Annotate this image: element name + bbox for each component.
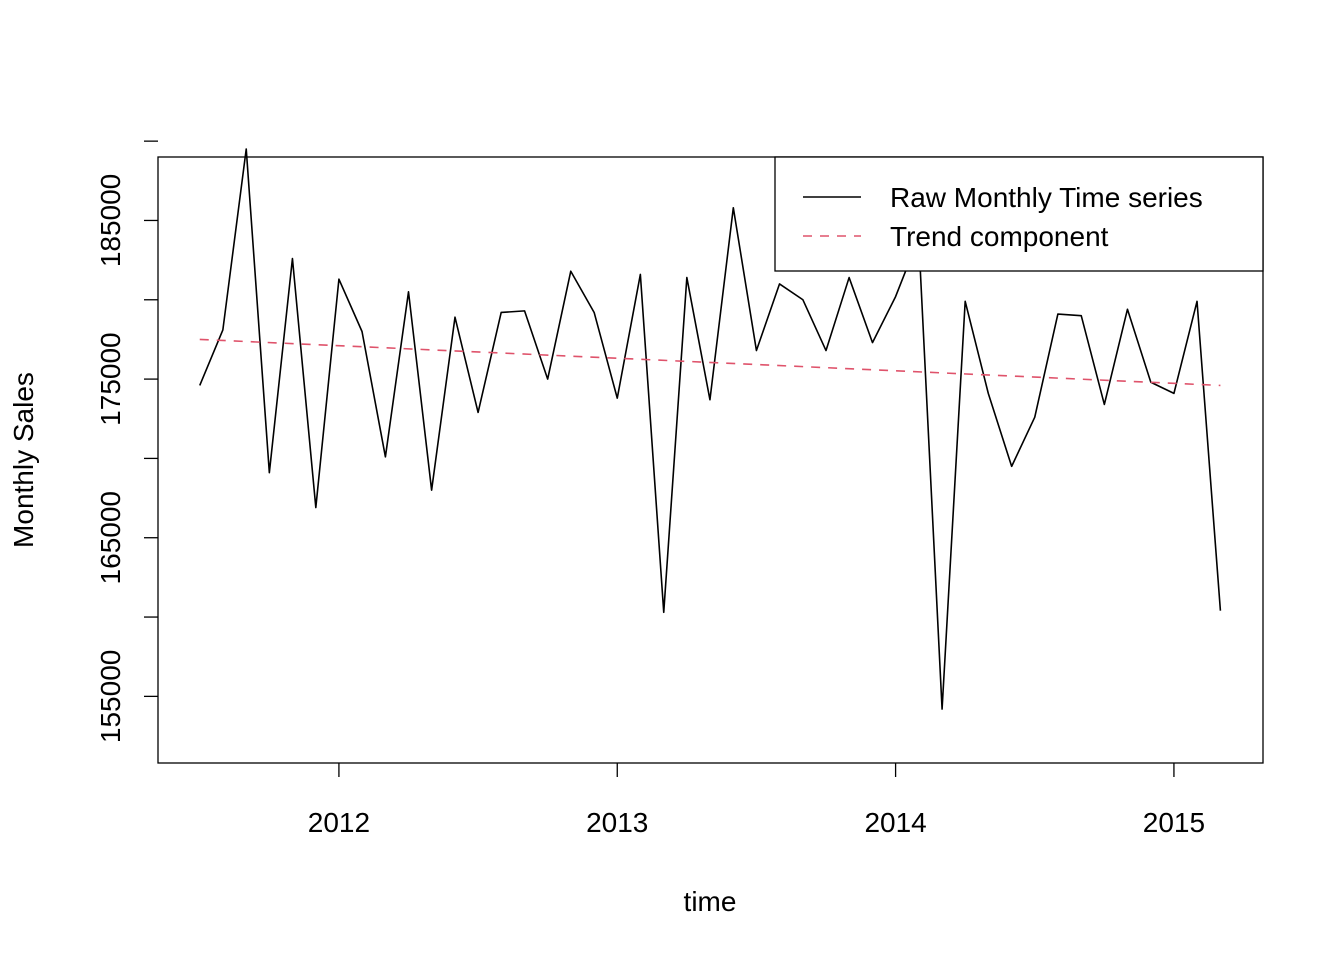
- trend-series-line: [199, 338, 1221, 387]
- x-tick-label: 2015: [1143, 807, 1205, 838]
- plot-frame: [157, 156, 1264, 764]
- x-axis: 2012 2013 2014 2015: [308, 763, 1205, 838]
- y-tick-label: 165000: [95, 491, 126, 584]
- y-tick-label: 155000: [95, 650, 126, 743]
- y-tick-label: 185000: [95, 174, 126, 267]
- legend-label-trend: Trend component: [890, 221, 1109, 252]
- x-axis-label: time: [684, 886, 737, 917]
- y-axis-label: Monthly Sales: [8, 372, 39, 548]
- legend-label-raw: Raw Monthly Time series: [890, 182, 1203, 213]
- series-layer: [199, 148, 1222, 710]
- raw-series-line: [199, 148, 1222, 710]
- legend: Raw Monthly Time series Trend component: [774, 156, 1264, 272]
- x-tick-label: 2012: [308, 807, 370, 838]
- y-axis: 155000 165000 175000 185000: [95, 140, 158, 743]
- x-tick-label: 2014: [864, 807, 926, 838]
- legend-box: [774, 156, 1264, 272]
- x-tick-label: 2013: [586, 807, 648, 838]
- y-tick-label: 175000: [95, 332, 126, 425]
